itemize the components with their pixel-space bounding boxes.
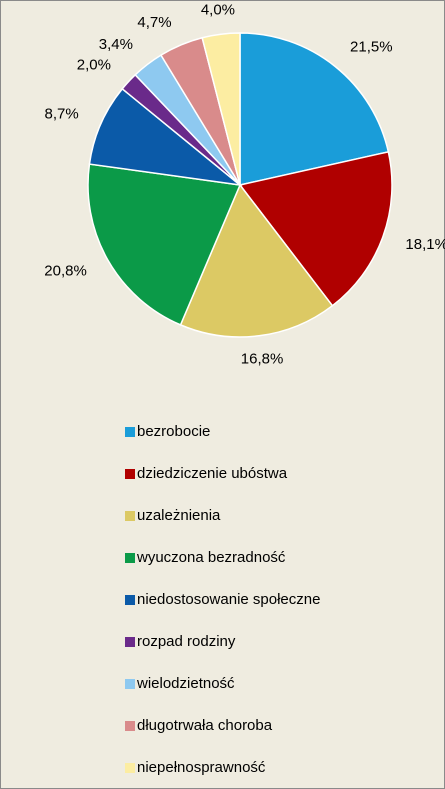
pie-slice [179,183,334,338]
data-label: 4,0% [201,1,235,18]
data-label: 18,1% [405,236,445,253]
legend-label: długotrwała choroba [137,717,273,734]
pie-slice [88,87,243,187]
legend-swatch [125,721,135,731]
data-label: 20,8% [44,263,87,280]
pie-slice [239,32,390,186]
data-label: 16,8% [241,351,284,368]
legend-swatch [125,637,135,647]
legend-swatch [125,469,135,479]
legend-swatch [125,511,135,521]
data-label: 3,4% [99,36,133,53]
legend-label: wyuczona bezradność [136,549,286,566]
legend-label: niepełnosprawność [137,759,266,776]
data-label: 4,7% [137,14,171,31]
legend-label: wielodzietność [136,675,235,692]
legend-swatch [125,553,135,563]
legend-label: rozpad rodziny [137,633,236,650]
legend-label: bezrobocie [137,423,210,440]
legend-label: uzależnienia [137,507,221,524]
legend-swatch [125,427,135,437]
legend-label: dziedziczenie ubóstwa [137,465,288,482]
data-label: 21,5% [350,39,393,56]
legend-swatch [125,679,135,689]
legend-label: niedostosowanie społeczne [137,591,320,608]
data-label: 2,0% [77,56,111,73]
legend-swatch [125,763,135,773]
legend-swatch [125,595,135,605]
data-label: 8,7% [44,106,78,123]
pie-slice [238,150,393,307]
pie-slice [201,32,241,186]
pie-slice [87,163,242,326]
